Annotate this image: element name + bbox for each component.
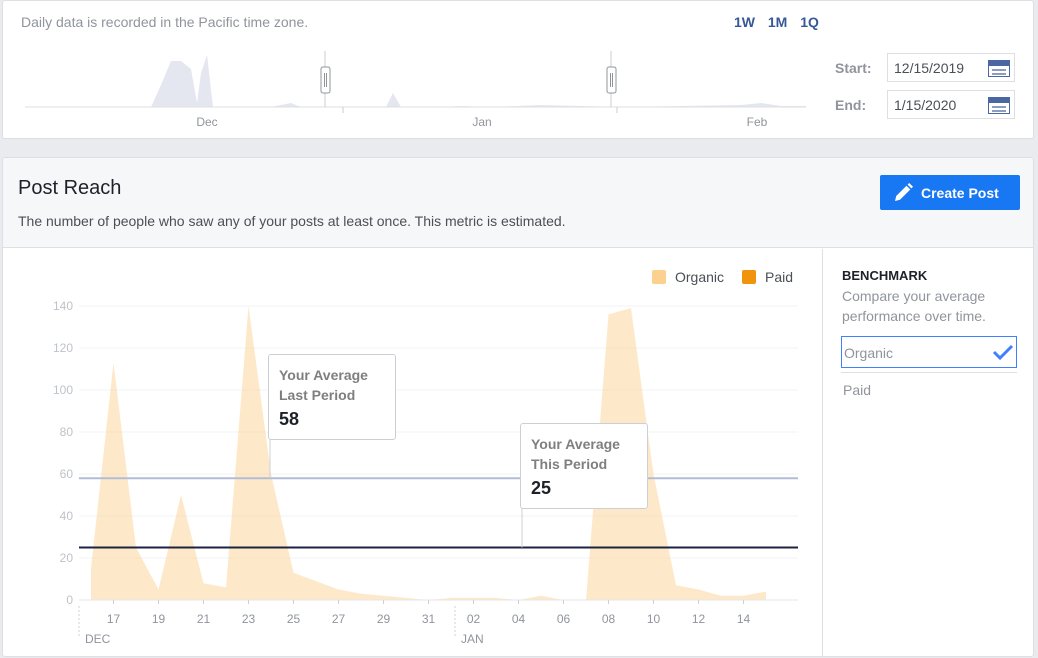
callout-value: 58 <box>279 409 300 429</box>
benchmark-description: Compare your average performance over ti… <box>842 288 986 324</box>
post-reach-header: Post Reach The number of people who saw … <box>3 158 1033 248</box>
benchmark-title: BENCHMARK <box>842 268 928 283</box>
y-tick-label: 60 <box>60 467 74 481</box>
x-tick-label: 31 <box>422 612 436 626</box>
benchmark-option-label: Organic <box>844 345 894 361</box>
start-label: Start: <box>835 60 872 76</box>
post-reach-chart: 0 20 40 60 80 100 120 140 17 19 21 23 25 27 29 31 02 04 06… <box>53 269 798 646</box>
x-tick-label: 21 <box>197 612 211 626</box>
y-tick-label: 20 <box>60 551 74 565</box>
x-tick-label: 04 <box>512 612 526 626</box>
mini-month-label-jan: Jan <box>472 115 491 129</box>
end-date-field[interactable]: 1/15/2020 <box>887 90 1015 119</box>
create-post-button[interactable]: Create Post <box>880 175 1020 210</box>
x-tick-label: 19 <box>152 612 166 626</box>
legend-label: Paid <box>765 269 793 285</box>
range-handle-left[interactable] <box>320 66 331 94</box>
x-tick-label: 25 <box>287 612 301 626</box>
callout-this-period: Your Average This Period 25 <box>520 423 648 509</box>
x-tick-label: 12 <box>692 612 706 626</box>
end-label: End: <box>835 97 867 113</box>
callout-last-period: Your Average Last Period 58 <box>268 354 396 440</box>
x-tick-label: 10 <box>647 612 661 626</box>
callout-line: Your Average <box>279 367 368 383</box>
x-tick-label: 29 <box>377 612 391 626</box>
x-tick-label: 06 <box>557 612 571 626</box>
mini-month-label-dec: Dec <box>196 115 217 129</box>
x-tick-label: 14 <box>737 612 751 626</box>
create-post-label: Create Post <box>921 185 999 201</box>
benchmark-option-label: Paid <box>843 382 872 398</box>
mini-chart-area <box>25 55 806 107</box>
month-marker-label: JAN <box>461 632 484 646</box>
y-tick-label: 120 <box>53 341 73 355</box>
end-date-value: 1/15/2020 <box>894 97 957 113</box>
callout-line: Last Period <box>279 387 356 403</box>
x-tick-label: 27 <box>332 612 346 626</box>
y-tick-label: 140 <box>53 299 73 313</box>
calendar-icon[interactable] <box>988 60 1010 77</box>
benchmark-option-organic[interactable]: Organic <box>841 336 1017 368</box>
overview-mini-chart: Dec Jan Feb <box>25 51 806 129</box>
x-tick-label: 08 <box>602 612 616 626</box>
month-marker-label: DEC <box>85 632 111 646</box>
date-range-panel: Daily data is recorded in the Pacific ti… <box>2 0 1034 139</box>
pencil-icon <box>895 183 913 201</box>
series-area-organic <box>91 306 766 600</box>
timezone-note: Daily data is recorded in the Pacific ti… <box>21 14 309 30</box>
range-link-1q[interactable]: 1Q <box>800 14 819 30</box>
x-tick-label: 02 <box>467 612 481 626</box>
range-handle-right[interactable] <box>606 66 617 94</box>
calendar-icon[interactable] <box>988 97 1010 114</box>
y-tick-label: 40 <box>60 509 74 523</box>
range-links: 1W 1M 1Q <box>734 14 828 30</box>
page-title: Post Reach <box>18 177 122 199</box>
callout-line: Your Average <box>531 436 620 452</box>
callout-value: 25 <box>531 478 552 498</box>
sidebar-divider <box>822 249 823 656</box>
callout-line: This Period <box>531 456 608 472</box>
benchmark-separator <box>841 372 1017 373</box>
chart-legend: Organic Paid <box>652 269 793 285</box>
post-reach-panel: Post Reach The number of people who saw … <box>2 157 1034 657</box>
start-date-value: 12/15/2019 <box>894 60 965 76</box>
legend-label: Organic <box>675 269 724 285</box>
legend-swatch <box>742 270 756 284</box>
x-tick-label: 23 <box>242 612 256 626</box>
mini-month-label-feb: Feb <box>747 115 768 129</box>
checkmark-icon <box>992 344 1014 361</box>
y-tick-label: 80 <box>60 425 74 439</box>
x-tick-label: 17 <box>107 612 121 626</box>
range-link-1m[interactable]: 1M <box>767 14 788 30</box>
metric-description: The number of people who saw any of your… <box>18 213 566 229</box>
y-tick-label: 0 <box>66 593 73 607</box>
benchmark-option-paid[interactable]: Paid <box>841 374 1017 406</box>
start-date-field[interactable]: 12/15/2019 <box>887 53 1015 82</box>
range-link-1w[interactable]: 1W <box>734 14 755 30</box>
y-tick-label: 100 <box>53 383 73 397</box>
legend-swatch <box>652 270 666 284</box>
